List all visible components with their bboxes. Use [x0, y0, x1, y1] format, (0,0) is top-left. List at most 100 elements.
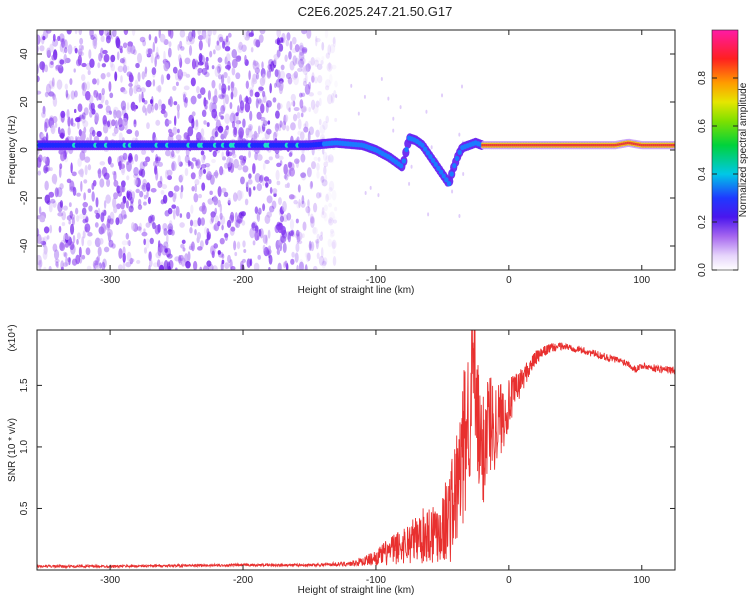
- noise-speckle: [254, 152, 259, 161]
- noise-speckle: [224, 94, 229, 105]
- noise-speckle: [173, 115, 177, 127]
- noise-speckle: [205, 173, 212, 181]
- noise-speckle: [82, 201, 89, 208]
- noise-speckle: [203, 226, 208, 235]
- ridge-core: [588, 144, 592, 147]
- noise-speckle: [392, 116, 395, 121]
- noise-speckle: [300, 172, 307, 178]
- noise-speckle: [242, 118, 246, 128]
- noise-speckle: [221, 224, 224, 231]
- ridge-core: [525, 144, 528, 147]
- noise-speckle: [197, 67, 203, 74]
- noise-speckle: [189, 219, 194, 227]
- noise-speckle: [291, 101, 294, 106]
- noise-speckle: [38, 259, 43, 268]
- noise-speckle: [37, 34, 41, 45]
- noise-speckle: [332, 256, 337, 267]
- noise-speckle: [148, 215, 153, 224]
- noise-speckle: [321, 179, 328, 187]
- noise-speckle: [268, 58, 274, 67]
- noise-speckle: [49, 224, 53, 234]
- noise-speckle: [78, 44, 83, 51]
- noise-speckle: [309, 213, 314, 224]
- noise-speckle: [230, 91, 234, 100]
- noise-speckle: [318, 118, 322, 126]
- x-tick-label: -200: [233, 275, 253, 286]
- noise-speckle: [304, 84, 311, 95]
- ridge-core: [660, 144, 663, 147]
- noise-speckle: [149, 237, 154, 245]
- ridge-point: [430, 157, 436, 164]
- noise-speckle: [304, 106, 308, 112]
- noise-speckle: [73, 68, 76, 73]
- noise-speckle: [60, 151, 66, 162]
- noise-speckle: [53, 174, 57, 185]
- noise-speckle: [80, 130, 86, 142]
- noise-speckle: [57, 126, 61, 135]
- noise-speckle: [250, 46, 254, 53]
- noise-speckle: [227, 60, 231, 71]
- noise-speckle: [68, 202, 72, 208]
- noise-speckle: [78, 246, 82, 258]
- x-tick-label: 100: [633, 275, 650, 286]
- noise-speckle: [106, 120, 111, 128]
- snr-series-line: [37, 330, 675, 570]
- ridge-core: [636, 143, 639, 146]
- noise-speckle: [127, 41, 133, 47]
- noise-speckle: [201, 109, 207, 118]
- noise-speckle: [137, 198, 142, 207]
- noise-speckle: [313, 76, 318, 84]
- noise-speckle: [142, 104, 146, 112]
- y-tick-label: 1.0: [19, 440, 30, 454]
- noise-speckle: [261, 123, 266, 132]
- noise-speckle: [205, 56, 209, 62]
- noise-speckle: [266, 195, 273, 204]
- noise-speckle: [143, 228, 146, 233]
- noise-speckle: [155, 52, 159, 58]
- noise-speckle: [298, 259, 304, 269]
- noise-speckle: [91, 191, 95, 202]
- noise-speckle: [203, 265, 209, 270]
- noise-speckle: [96, 255, 101, 262]
- noise-speckle: [59, 183, 64, 190]
- noise-speckle: [102, 124, 109, 134]
- ridge-core: [561, 144, 564, 147]
- noise-speckle: [163, 111, 168, 118]
- noise-speckle: [276, 102, 281, 111]
- noise-speckle: [275, 110, 280, 119]
- noise-speckle: [323, 151, 328, 162]
- ridge-point: [401, 158, 407, 164]
- ridge-point: [452, 163, 457, 169]
- noise-speckle: [259, 30, 266, 35]
- noise-speckle: [178, 54, 182, 63]
- noise-speckle: [216, 63, 222, 73]
- noise-speckle: [323, 165, 327, 175]
- noise-speckle: [103, 209, 107, 216]
- noise-speckle: [290, 258, 295, 265]
- noise-speckle: [206, 165, 210, 177]
- noise-speckle: [59, 59, 65, 65]
- noise-speckle: [221, 259, 225, 265]
- noise-speckle: [127, 240, 131, 246]
- noise-speckle: [279, 37, 284, 43]
- noise-speckle: [52, 243, 58, 252]
- noise-speckle: [324, 174, 328, 183]
- noise-speckle: [160, 199, 165, 205]
- noise-speckle: [94, 264, 101, 270]
- noise-speckle: [283, 174, 287, 180]
- noise-speckle: [257, 85, 264, 93]
- noise-speckle: [55, 64, 61, 70]
- noise-speckle: [266, 128, 272, 135]
- noise-speckle: [332, 36, 336, 48]
- noise-speckle: [77, 157, 82, 168]
- noise-speckle: [177, 109, 180, 119]
- noise-speckle: [52, 115, 58, 124]
- noise-speckle: [180, 257, 186, 267]
- noise-speckle: [126, 160, 132, 172]
- noise-speckle: [153, 160, 159, 168]
- noise-speckle: [81, 254, 86, 260]
- noise-speckle: [105, 105, 111, 113]
- noise-speckle: [311, 161, 317, 170]
- noise-speckle: [37, 149, 40, 155]
